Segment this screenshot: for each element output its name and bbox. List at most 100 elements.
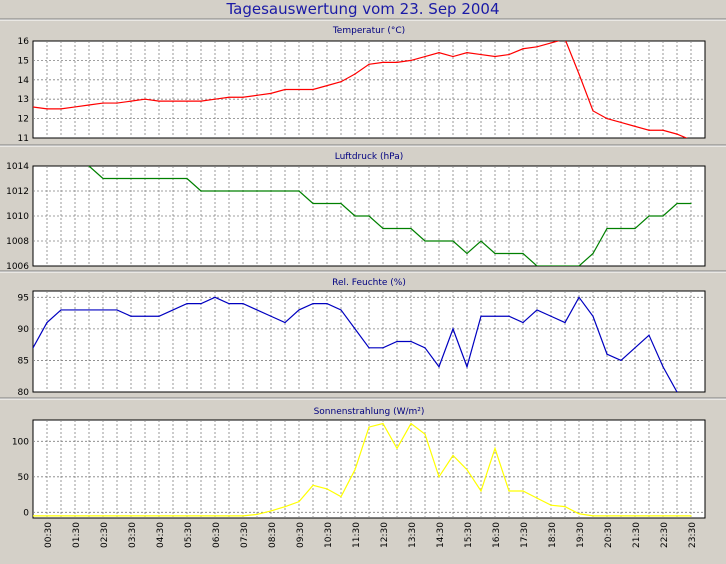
- data-point: [522, 252, 524, 255]
- data-point: [438, 476, 440, 478]
- data-point: [130, 515, 132, 517]
- data-point: [88, 104, 90, 106]
- data-point: [676, 133, 678, 135]
- data-point: [186, 515, 188, 517]
- data-point: [662, 515, 664, 517]
- x-tick-label: 21:30: [632, 522, 642, 548]
- data-point: [410, 59, 412, 62]
- data-point: [508, 53, 510, 56]
- data-point: [158, 100, 160, 102]
- x-tick-label: 17:30: [520, 522, 530, 548]
- data-point: [186, 100, 188, 102]
- data-point: [410, 227, 412, 230]
- data-point: [410, 340, 412, 343]
- x-tick-label: 11:30: [352, 522, 362, 548]
- data-point: [116, 102, 118, 104]
- data-point: [33, 515, 34, 517]
- data-point: [480, 53, 482, 56]
- data-point: [88, 166, 90, 167]
- data-point: [396, 447, 398, 450]
- data-point: [60, 515, 62, 517]
- data-point: [298, 309, 300, 311]
- data-point: [368, 426, 370, 428]
- data-point: [33, 347, 34, 349]
- data-point: [676, 202, 678, 205]
- data-point: [550, 265, 552, 266]
- page-title: Tagesauswertung vom 23. Sep 2004: [226, 0, 500, 18]
- x-tick-label: 16:30: [492, 522, 502, 548]
- data-point: [634, 515, 636, 517]
- data-point: [662, 129, 664, 131]
- data-point: [74, 153, 75, 154]
- data-point: [326, 488, 328, 490]
- x-tick-label: 09:30: [296, 522, 306, 548]
- data-point: [466, 252, 468, 255]
- data-point: [144, 315, 146, 317]
- data-point: [88, 515, 90, 517]
- y-tick-label: 1008: [6, 237, 29, 247]
- x-tick-label: 15:30: [464, 522, 474, 548]
- data-point: [354, 328, 356, 330]
- data-point: [592, 252, 594, 255]
- y-tick-label: 90: [18, 325, 30, 335]
- data-point: [298, 501, 300, 503]
- chart-title: Temperatur (°C): [332, 26, 405, 36]
- x-tick-label: 19:30: [576, 522, 586, 548]
- data-point: [466, 366, 468, 368]
- x-tick-label: 20:30: [604, 522, 614, 548]
- data-point: [634, 125, 636, 127]
- data-point: [144, 98, 146, 100]
- data-point: [172, 100, 174, 102]
- data-point: [46, 321, 48, 324]
- data-point: [578, 296, 580, 298]
- x-tick-label: 02:30: [100, 522, 110, 548]
- data-point: [522, 321, 524, 324]
- data-point: [116, 177, 118, 180]
- data-point: [200, 190, 202, 192]
- data-point: [452, 55, 454, 58]
- data-point: [46, 108, 48, 110]
- data-point: [60, 153, 61, 154]
- series-line: [33, 422, 691, 517]
- data-point: [172, 309, 174, 311]
- y-tick-label: 16: [18, 37, 30, 47]
- data-point: [144, 177, 146, 180]
- chart-3: 80 85 90 95 Rel. Feuchte (%): [18, 278, 706, 398]
- data-point: [424, 433, 426, 435]
- y-tick-label: 1014: [6, 162, 29, 172]
- data-point: [690, 515, 692, 517]
- data-point: [256, 190, 258, 192]
- data-point: [536, 46, 538, 48]
- data-point: [186, 303, 188, 305]
- data-point: [214, 98, 216, 100]
- data-point: [508, 315, 510, 317]
- y-tick-label: 95: [18, 293, 29, 303]
- data-point: [116, 309, 118, 311]
- data-point: [102, 102, 104, 104]
- data-point: [396, 227, 398, 230]
- x-axis-labels: 00:30 01:30 02:30 03:30 04:30 05:30 06:30 07:30…: [44, 522, 698, 548]
- data-point: [284, 506, 286, 508]
- data-point: [74, 309, 76, 311]
- data-point: [340, 309, 342, 311]
- data-point: [172, 177, 174, 180]
- data-point: [270, 190, 272, 192]
- data-point: [354, 469, 356, 471]
- x-tick-label: 01:30: [72, 522, 82, 548]
- data-point: [102, 177, 104, 180]
- data-point: [88, 309, 90, 311]
- data-point: [312, 484, 314, 486]
- data-point: [480, 240, 482, 242]
- data-point: [508, 252, 510, 255]
- data-point: [438, 240, 440, 242]
- data-point: [256, 513, 258, 516]
- data-point: [564, 265, 566, 266]
- data-point: [382, 61, 384, 63]
- data-point: [494, 315, 496, 317]
- data-point: [242, 96, 244, 98]
- data-point: [270, 315, 272, 317]
- data-point: [158, 315, 160, 317]
- y-tick-label: 0: [23, 508, 29, 518]
- data-point: [312, 202, 314, 205]
- series-line: [88, 166, 691, 266]
